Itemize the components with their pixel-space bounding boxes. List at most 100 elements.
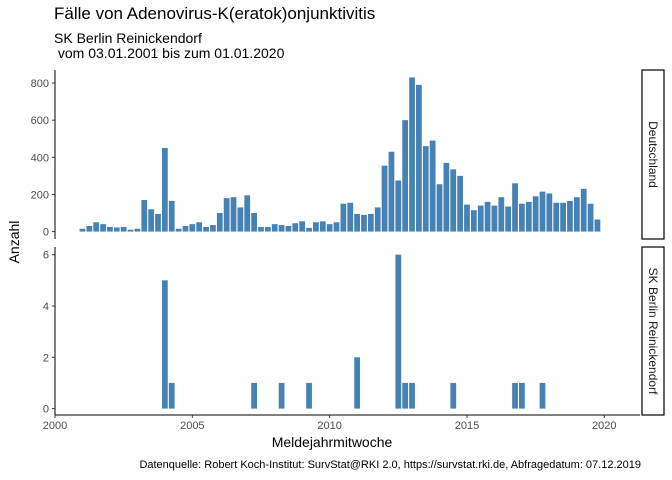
data-source-caption: Datenquelle: Robert Koch-Institut: SurvS… <box>139 459 641 471</box>
bar-deutschland <box>134 228 141 232</box>
bar-reinickendorf <box>251 382 258 409</box>
bar-deutschland <box>107 226 113 232</box>
bar-deutschland <box>347 202 354 232</box>
bar-deutschland <box>402 120 409 232</box>
bar-reinickendorf <box>395 254 402 409</box>
bar-deutschland <box>546 193 553 232</box>
y-tick-label: 400 <box>31 152 49 164</box>
bar-deutschland <box>580 188 587 232</box>
bar-reinickendorf <box>168 382 175 409</box>
y-tick-label: 600 <box>31 115 49 127</box>
bar-deutschland <box>271 224 278 232</box>
bar-deutschland <box>285 226 292 232</box>
x-tick-label: 2005 <box>180 420 204 432</box>
y-tick-label: 4 <box>43 301 49 313</box>
bar-deutschland <box>161 148 168 232</box>
y-tick-label: 0 <box>43 227 49 239</box>
bar-deutschland <box>457 175 463 232</box>
bar-deutschland <box>223 198 230 232</box>
bar-deutschland <box>264 226 271 232</box>
facet-strip-label: SK Berlin Reinickendorf <box>646 268 660 395</box>
bar-deutschland <box>299 221 306 232</box>
bar-deutschland <box>381 165 388 232</box>
bar-reinickendorf <box>306 382 312 409</box>
bar-deutschland <box>230 197 237 232</box>
bar-deutschland <box>237 207 244 232</box>
bar-deutschland <box>587 203 594 232</box>
bar-deutschland <box>148 209 155 232</box>
bar-deutschland <box>319 221 326 232</box>
bar-reinickendorf <box>539 382 546 409</box>
bar-deutschland <box>216 213 223 232</box>
bar-reinickendorf <box>402 382 409 409</box>
bar-deutschland <box>374 207 381 232</box>
bar-deutschland <box>168 200 175 232</box>
bar-deutschland <box>292 223 299 232</box>
bar-deutschland <box>422 146 429 232</box>
bar-deutschland <box>560 202 566 232</box>
bar-deutschland <box>491 205 498 232</box>
bar-deutschland <box>450 169 457 232</box>
bar-deutschland <box>354 213 360 232</box>
bar-deutschland <box>189 224 196 232</box>
bar-deutschland <box>567 200 573 232</box>
bar-deutschland <box>155 213 161 232</box>
bar-reinickendorf <box>278 382 285 409</box>
bar-deutschland <box>175 228 182 232</box>
bar-reinickendorf <box>512 382 518 409</box>
bar-deutschland <box>86 226 93 232</box>
bar-deutschland <box>141 200 148 232</box>
bar-deutschland <box>464 204 470 232</box>
bar-reinickendorf <box>161 280 168 409</box>
bar-deutschland <box>443 162 450 232</box>
y-tick-label: 2 <box>43 352 49 364</box>
bar-deutschland <box>594 219 601 232</box>
bar-deutschland <box>278 225 285 232</box>
bar-deutschland <box>251 213 258 232</box>
x-tick-label: 2020 <box>592 420 616 432</box>
bar-deutschland <box>306 227 312 232</box>
bar-deutschland <box>553 202 560 232</box>
bar-reinickendorf <box>450 382 457 409</box>
bar-deutschland <box>340 203 347 232</box>
y-tick-label: 6 <box>43 250 49 262</box>
bar-deutschland <box>436 184 443 232</box>
bar-deutschland <box>120 226 127 232</box>
bar-deutschland <box>203 226 209 232</box>
y-axis-label: Anzahl <box>6 221 22 264</box>
bar-deutschland <box>313 222 319 232</box>
bar-deutschland <box>244 195 251 232</box>
bar-deutschland <box>477 205 484 232</box>
bar-deutschland <box>113 227 120 232</box>
bar-reinickendorf <box>354 357 360 409</box>
bar-deutschland <box>409 77 415 232</box>
y-tick-label: 800 <box>31 78 49 90</box>
x-axis-label: Meldejahrmitwoche <box>272 434 393 450</box>
x-tick-label: 2010 <box>317 420 341 432</box>
bar-deutschland <box>573 197 580 232</box>
bar-deutschland <box>525 201 532 232</box>
bar-deutschland <box>333 222 340 232</box>
x-tick-label: 2015 <box>455 420 479 432</box>
bar-deutschland <box>196 222 203 232</box>
bar-deutschland <box>395 180 402 232</box>
bar-deutschland <box>416 84 422 232</box>
bar-deutschland <box>367 213 374 232</box>
bar-deutschland <box>539 191 546 232</box>
chart-subtitle: SK Berlin Reinickendorf vom 03.01.2001 b… <box>54 30 285 61</box>
bar-reinickendorf <box>409 382 415 409</box>
bar-deutschland <box>100 224 106 232</box>
chart-title: Fälle von Adenovirus-K(eratok)onjunktivi… <box>54 4 376 23</box>
bar-deutschland <box>498 197 505 232</box>
facet-strip-label: Deutschland <box>646 121 660 188</box>
bar-deutschland <box>79 228 86 232</box>
facet-strip <box>641 246 665 416</box>
y-tick-label: 0 <box>43 404 49 416</box>
bar-deutschland <box>210 225 216 232</box>
bar-deutschland <box>505 206 512 232</box>
bar-deutschland <box>326 224 333 232</box>
bar-deutschland <box>532 196 539 232</box>
bar-deutschland <box>484 201 491 232</box>
bar-deutschland <box>470 210 477 232</box>
